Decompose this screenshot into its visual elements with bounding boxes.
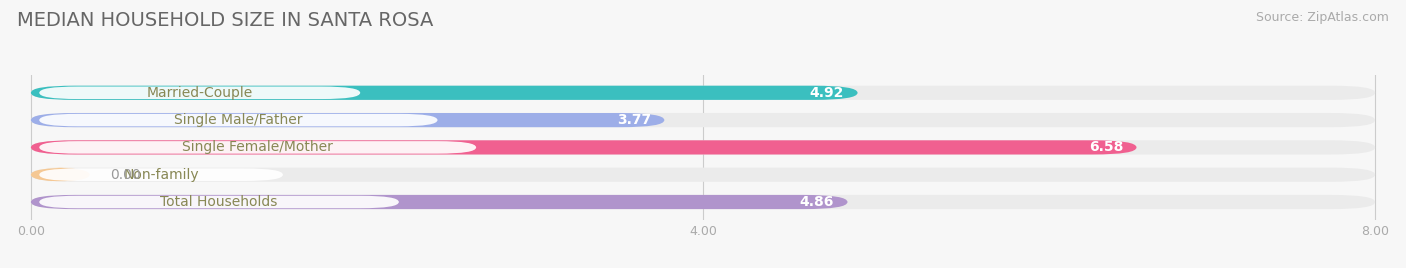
FancyBboxPatch shape	[31, 113, 1375, 127]
Text: 3.77: 3.77	[617, 113, 651, 127]
FancyBboxPatch shape	[31, 195, 1375, 209]
FancyBboxPatch shape	[39, 87, 360, 99]
Text: 6.58: 6.58	[1088, 140, 1123, 154]
FancyBboxPatch shape	[31, 140, 1375, 154]
FancyBboxPatch shape	[31, 86, 1375, 100]
FancyBboxPatch shape	[31, 168, 1375, 182]
Text: 4.86: 4.86	[800, 195, 834, 209]
FancyBboxPatch shape	[31, 140, 1136, 154]
FancyBboxPatch shape	[31, 195, 848, 209]
Text: Single Male/Father: Single Male/Father	[174, 113, 302, 127]
FancyBboxPatch shape	[39, 169, 283, 181]
Text: 4.92: 4.92	[810, 86, 844, 100]
Text: Source: ZipAtlas.com: Source: ZipAtlas.com	[1256, 11, 1389, 24]
FancyBboxPatch shape	[39, 196, 399, 208]
FancyBboxPatch shape	[39, 114, 437, 126]
FancyBboxPatch shape	[39, 141, 477, 154]
FancyBboxPatch shape	[31, 86, 858, 100]
Text: 0.00: 0.00	[110, 168, 141, 182]
Text: Single Female/Mother: Single Female/Mother	[183, 140, 333, 154]
Text: MEDIAN HOUSEHOLD SIZE IN SANTA ROSA: MEDIAN HOUSEHOLD SIZE IN SANTA ROSA	[17, 11, 433, 30]
Text: Non-family: Non-family	[124, 168, 198, 182]
FancyBboxPatch shape	[31, 113, 665, 127]
FancyBboxPatch shape	[31, 168, 90, 182]
Text: Married-Couple: Married-Couple	[146, 86, 253, 100]
Text: Total Households: Total Households	[160, 195, 278, 209]
